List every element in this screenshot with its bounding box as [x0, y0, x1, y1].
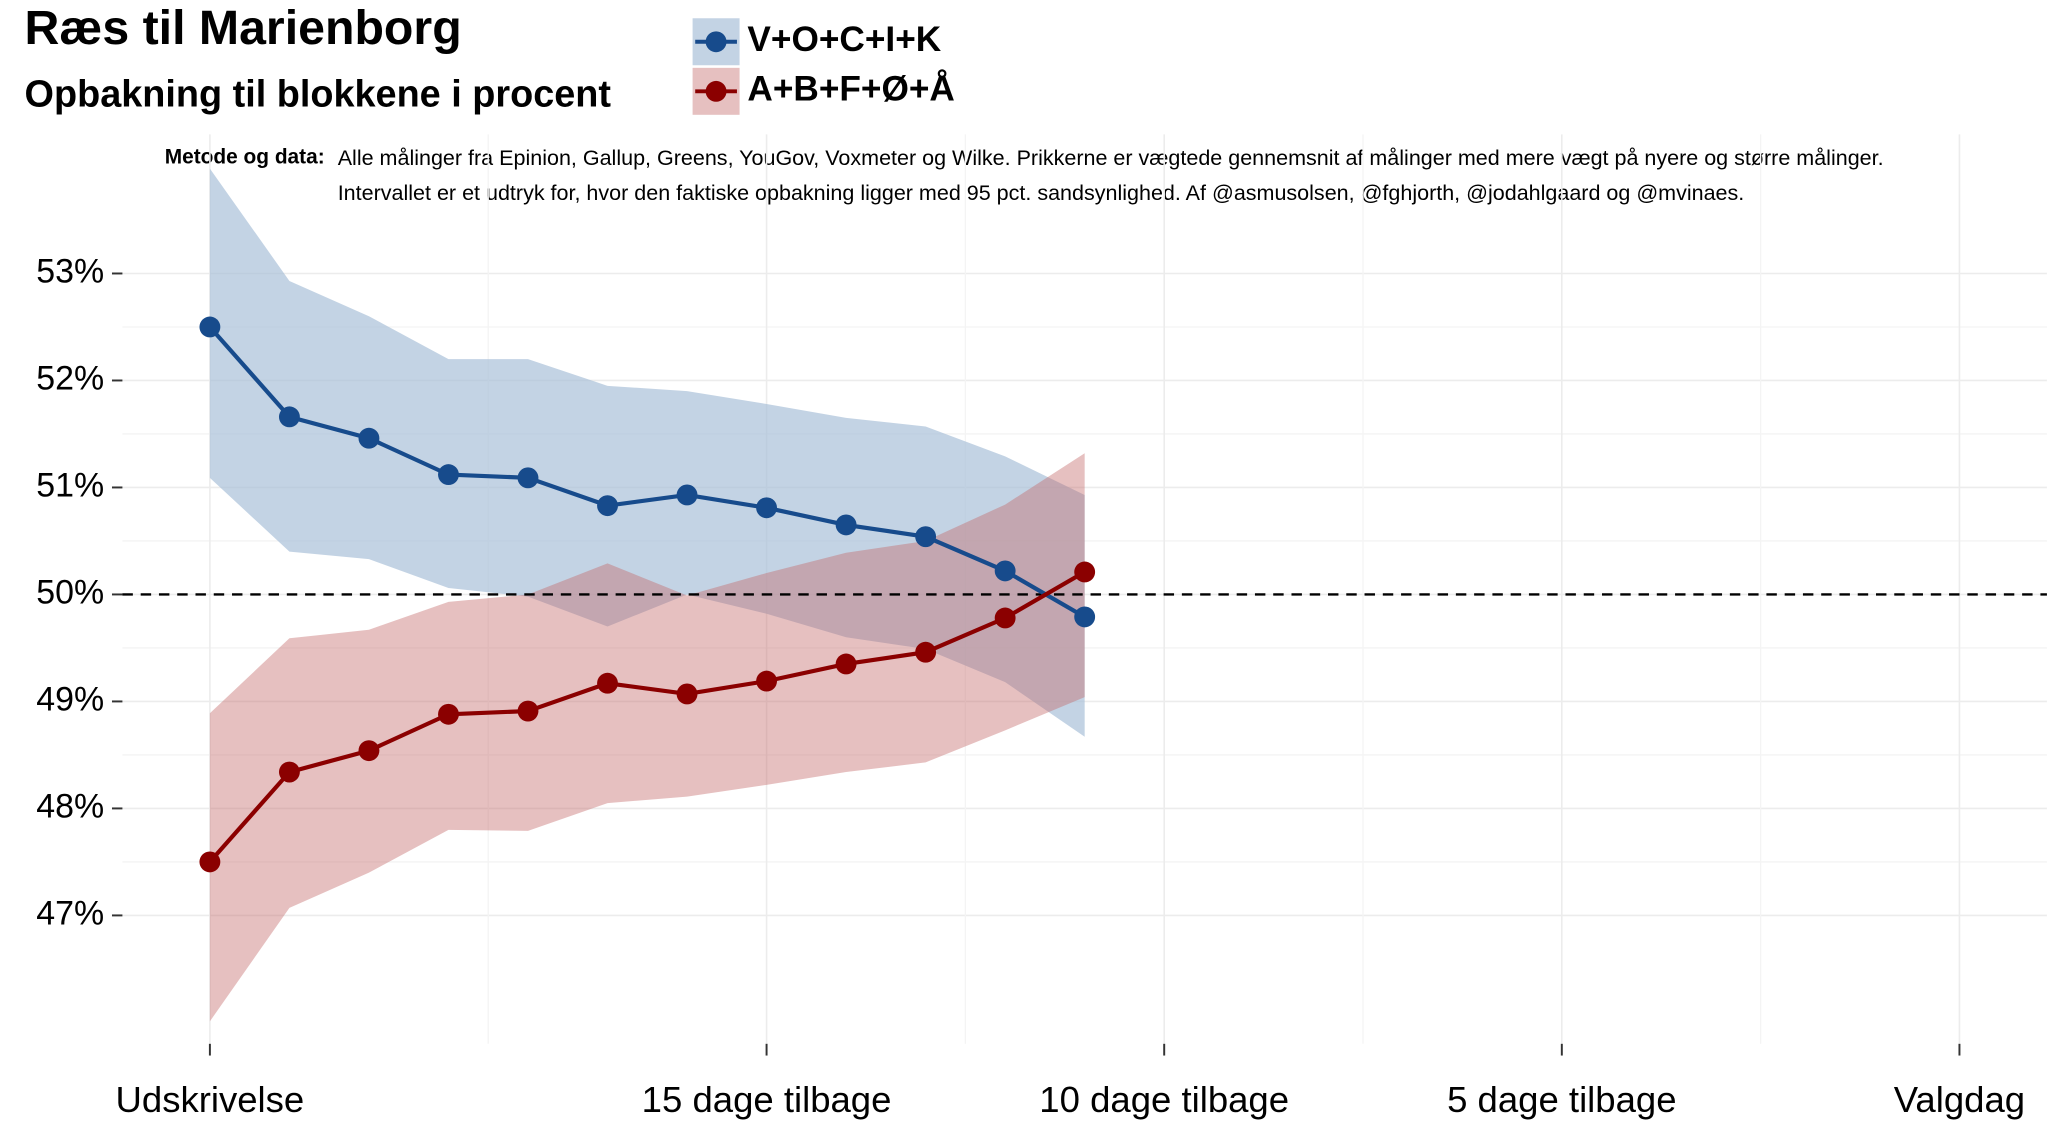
data-point — [597, 672, 618, 694]
y-tick-label: 49% — [36, 680, 104, 718]
y-tick-label: 47% — [36, 894, 104, 932]
y-tick-label: 53% — [36, 252, 104, 290]
series-line — [208, 325, 1086, 619]
data-point — [915, 641, 937, 663]
data-point — [199, 316, 221, 338]
x-tick-label: 15 dage tilbage — [642, 1079, 892, 1120]
confidence-band — [209, 168, 1085, 737]
data-point — [915, 526, 937, 548]
confidence-band — [209, 453, 1085, 1022]
data-point — [438, 464, 459, 486]
note-line: Intervallet er et udtryk for, hvor den f… — [338, 181, 1745, 205]
legend-key-point — [705, 80, 727, 102]
note-label: Metode og data: — [165, 145, 325, 168]
x-tick-label: Valgdag — [1894, 1079, 2025, 1120]
y-tick-label: 50% — [36, 573, 104, 611]
legend-label: V+O+C+I+K — [747, 20, 941, 59]
y-tick-label: 52% — [36, 359, 104, 397]
data-point — [597, 495, 618, 517]
data-point — [517, 700, 539, 722]
data-point — [756, 497, 778, 519]
data-point — [756, 670, 778, 692]
note-line: Alle målinger fra Epinion, Gallup, Green… — [338, 146, 1884, 170]
x-tick-label: Udskrivelse — [116, 1079, 305, 1120]
y-tick-label: 48% — [36, 787, 104, 825]
data-point — [358, 740, 380, 762]
data-point — [835, 653, 857, 675]
x-tick-label: 5 dage tilbage — [1447, 1079, 1676, 1120]
data-point — [1074, 561, 1096, 583]
legend-key-point — [705, 31, 727, 53]
data-point — [438, 703, 459, 725]
data-point — [835, 514, 857, 536]
data-point — [994, 560, 1016, 582]
data-point — [278, 761, 300, 783]
data-point — [199, 851, 221, 873]
legend-label: A+B+F+Ø+Å — [747, 69, 954, 109]
data-point — [994, 607, 1016, 629]
data-point — [676, 683, 698, 705]
data-point — [517, 467, 539, 489]
chart-title: Ræs til Marienborg — [25, 1, 462, 55]
data-point — [358, 427, 380, 449]
y-tick-label: 51% — [36, 466, 104, 504]
data-point — [278, 406, 300, 428]
x-tick-label: 10 dage tilbage — [1039, 1079, 1289, 1120]
series-line — [208, 570, 1086, 864]
data-point — [676, 484, 698, 506]
chart-subtitle: Opbakning til blokkene i procent — [25, 74, 612, 116]
data-point — [1074, 606, 1096, 628]
